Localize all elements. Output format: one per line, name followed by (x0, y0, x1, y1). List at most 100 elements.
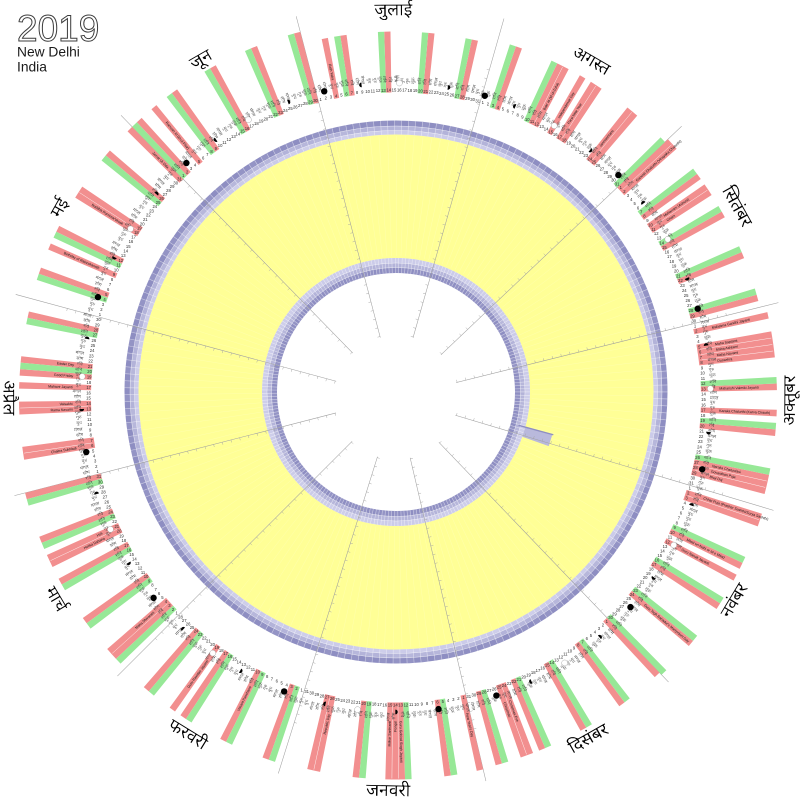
svg-text:Maha Navami: Maha Navami (716, 351, 738, 358)
svg-text:18: 18 (408, 88, 413, 93)
svg-text:19: 19 (672, 264, 677, 269)
svg-text:17: 17 (86, 385, 91, 390)
svg-text:27: 27 (163, 192, 168, 197)
svg-text:11: 11 (116, 263, 121, 268)
svg-text:18: 18 (87, 380, 92, 385)
svg-text:2: 2 (623, 189, 626, 194)
svg-text:10: 10 (567, 649, 572, 654)
svg-text:5: 5 (590, 633, 593, 638)
svg-text:23: 23 (680, 283, 685, 288)
svg-text:25: 25 (91, 343, 96, 348)
svg-text:New Delhi: New Delhi (17, 45, 80, 60)
svg-text:1: 1 (300, 688, 303, 693)
svg-text:13: 13 (554, 657, 559, 662)
svg-text:3: 3 (168, 603, 171, 608)
svg-text:8: 8 (90, 433, 93, 438)
svg-text:19: 19 (87, 375, 92, 380)
svg-text:Good Friday: Good Friday (54, 373, 74, 378)
svg-text:17: 17 (377, 702, 382, 707)
svg-text:8: 8 (111, 277, 114, 282)
svg-text:16: 16 (86, 390, 91, 395)
svg-text:25: 25 (444, 92, 449, 97)
svg-text:27: 27 (298, 103, 303, 108)
svg-text:24: 24 (697, 444, 702, 449)
svg-text:21: 21 (517, 677, 522, 682)
svg-text:Guru Gobind Singh Jayanti: Guru Gobind Singh Jayanti (399, 721, 404, 763)
svg-text:10: 10 (700, 371, 705, 376)
svg-text:26: 26 (330, 696, 335, 701)
svg-text:28: 28 (693, 465, 698, 470)
svg-text:3: 3 (330, 94, 333, 99)
svg-text:13: 13 (701, 386, 706, 391)
svg-text:20: 20 (117, 529, 122, 534)
svg-text:18: 18 (372, 702, 377, 707)
svg-text:14: 14 (123, 248, 128, 253)
svg-text:23: 23 (507, 681, 512, 686)
svg-text:26: 26 (159, 196, 164, 201)
svg-text:29: 29 (170, 184, 175, 189)
svg-text:8: 8 (700, 360, 703, 365)
svg-text:2: 2 (457, 696, 460, 701)
svg-text:21: 21 (114, 524, 119, 529)
svg-text:4: 4 (285, 682, 288, 687)
svg-text:22: 22 (429, 90, 434, 95)
svg-text:10: 10 (414, 702, 419, 707)
svg-text:11: 11 (371, 88, 376, 93)
svg-text:20: 20 (87, 369, 92, 374)
svg-text:Mahavir Jayanti: Mahavir Jayanti (48, 384, 73, 389)
svg-text:Chaitra Sukhladi: Chaitra Sukhladi (51, 446, 77, 454)
svg-text:24: 24 (340, 698, 345, 703)
svg-text:2: 2 (186, 169, 189, 174)
svg-text:17: 17 (652, 562, 657, 567)
svg-text:3: 3 (627, 193, 630, 198)
svg-text:26: 26 (293, 104, 298, 109)
svg-text:3: 3 (290, 684, 293, 689)
svg-text:11: 11 (651, 227, 656, 232)
svg-text:15: 15 (232, 657, 237, 662)
svg-text:5: 5 (442, 699, 445, 704)
svg-text:16: 16 (701, 402, 706, 407)
svg-text:22: 22 (88, 359, 93, 364)
svg-text:4: 4 (684, 501, 687, 506)
svg-text:7: 7 (431, 700, 434, 705)
svg-text:24: 24 (439, 91, 444, 96)
svg-text:28: 28 (178, 614, 183, 619)
svg-text:9: 9 (148, 578, 151, 583)
svg-text:20: 20 (643, 575, 648, 580)
svg-text:15: 15 (392, 88, 397, 93)
svg-text:24: 24 (90, 348, 95, 353)
svg-text:2019: 2019 (17, 8, 99, 49)
svg-text:8: 8 (577, 643, 580, 648)
svg-text:10: 10 (365, 89, 370, 94)
svg-text:1: 1 (694, 324, 697, 329)
svg-text:28: 28 (460, 95, 465, 100)
svg-text:Makar Sankranti: Makar Sankranti (387, 721, 391, 747)
svg-text:18: 18 (701, 413, 706, 418)
svg-text:7: 7 (512, 111, 515, 116)
svg-text:4: 4 (165, 599, 168, 604)
svg-text:13: 13 (663, 544, 668, 549)
svg-text:10: 10 (218, 143, 223, 148)
svg-text:23: 23 (698, 439, 703, 444)
svg-text:29: 29 (95, 322, 100, 327)
svg-text:14: 14 (386, 88, 391, 93)
svg-text:Rath Yatra: Rath Yatra (328, 64, 335, 81)
svg-text:29: 29 (477, 691, 482, 696)
svg-text:10: 10 (114, 267, 119, 272)
svg-text:24: 24 (108, 509, 113, 514)
svg-text:29: 29 (308, 100, 313, 105)
svg-text:27: 27 (93, 333, 98, 338)
svg-text:22: 22 (678, 278, 683, 283)
svg-text:Maha Saptami: Maha Saptami (715, 339, 738, 347)
svg-text:31: 31 (615, 181, 620, 186)
svg-text:8: 8 (266, 674, 269, 679)
svg-text:Christmas: Christmas (502, 702, 511, 718)
svg-text:13: 13 (381, 88, 386, 93)
svg-text:5: 5 (198, 159, 201, 164)
svg-text:7: 7 (581, 639, 584, 644)
svg-text:4: 4 (93, 454, 96, 459)
svg-text:26: 26 (104, 499, 109, 504)
svg-text:19: 19 (137, 226, 142, 231)
svg-text:18: 18 (531, 670, 536, 675)
svg-text:21: 21 (699, 429, 704, 434)
